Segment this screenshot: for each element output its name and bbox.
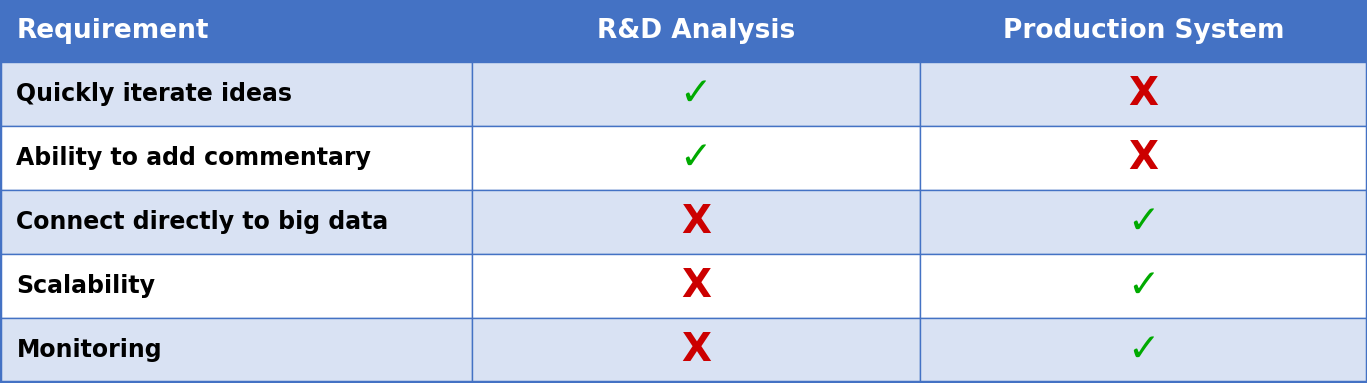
FancyBboxPatch shape bbox=[920, 190, 1367, 254]
Text: ✓: ✓ bbox=[679, 75, 712, 113]
FancyBboxPatch shape bbox=[472, 126, 920, 190]
Text: ✓: ✓ bbox=[1128, 203, 1159, 241]
Text: X: X bbox=[681, 267, 711, 305]
FancyBboxPatch shape bbox=[0, 318, 472, 382]
Text: ✓: ✓ bbox=[1128, 267, 1159, 305]
FancyBboxPatch shape bbox=[920, 318, 1367, 382]
Text: ✓: ✓ bbox=[679, 139, 712, 177]
Text: X: X bbox=[681, 203, 711, 241]
Text: Scalability: Scalability bbox=[16, 274, 156, 298]
FancyBboxPatch shape bbox=[472, 318, 920, 382]
FancyBboxPatch shape bbox=[472, 62, 920, 126]
FancyBboxPatch shape bbox=[920, 254, 1367, 318]
FancyBboxPatch shape bbox=[920, 62, 1367, 126]
FancyBboxPatch shape bbox=[920, 0, 1367, 62]
Text: ✓: ✓ bbox=[1128, 331, 1159, 369]
FancyBboxPatch shape bbox=[0, 0, 472, 62]
Text: Production System: Production System bbox=[1003, 18, 1284, 44]
Text: Monitoring: Monitoring bbox=[16, 338, 163, 362]
FancyBboxPatch shape bbox=[472, 190, 920, 254]
Text: X: X bbox=[681, 331, 711, 369]
Text: Connect directly to big data: Connect directly to big data bbox=[16, 210, 388, 234]
FancyBboxPatch shape bbox=[0, 190, 472, 254]
Text: X: X bbox=[1129, 75, 1158, 113]
Text: Ability to add commentary: Ability to add commentary bbox=[16, 146, 372, 170]
FancyBboxPatch shape bbox=[920, 126, 1367, 190]
Text: Quickly iterate ideas: Quickly iterate ideas bbox=[16, 82, 293, 106]
Text: Requirement: Requirement bbox=[16, 18, 209, 44]
Text: R&D Analysis: R&D Analysis bbox=[596, 18, 796, 44]
FancyBboxPatch shape bbox=[472, 254, 920, 318]
FancyBboxPatch shape bbox=[472, 0, 920, 62]
FancyBboxPatch shape bbox=[0, 62, 472, 126]
FancyBboxPatch shape bbox=[0, 254, 472, 318]
Text: X: X bbox=[1129, 139, 1158, 177]
FancyBboxPatch shape bbox=[0, 126, 472, 190]
